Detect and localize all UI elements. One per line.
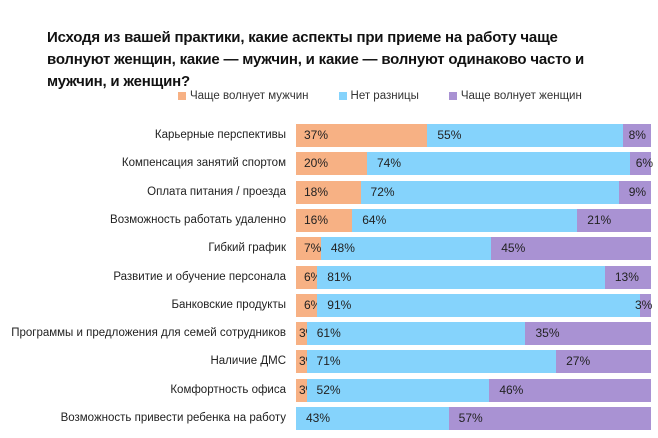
data-label-men: 37% — [304, 128, 329, 142]
data-label-women: 9% — [628, 184, 647, 199]
data-label-women: 57% — [458, 411, 483, 425]
category-label: Банковские продукты — [171, 298, 286, 311]
data-label-no-difference: 71% — [316, 354, 341, 369]
legend-item-men: Чаще волнует мужчин — [178, 90, 309, 102]
data-label-no-difference: 43% — [306, 411, 331, 425]
data-label-women: 3% — [635, 297, 653, 312]
data-label-women: 45% — [501, 241, 526, 256]
category-label: Возможность привести ребенка на работу — [60, 412, 286, 424]
data-label-no-difference: 52% — [316, 382, 341, 397]
data-label-men: 7% — [304, 241, 322, 256]
legend-label-men: Чаще волнует мужчин — [190, 90, 309, 102]
data-label-no-difference: 74% — [377, 156, 402, 171]
data-label-no-difference: 55% — [437, 128, 462, 142]
data-label-no-difference: 48% — [330, 241, 355, 256]
bar-segment-no-difference — [306, 350, 557, 374]
bar-segment-men — [296, 265, 318, 289]
bar-segment-women — [525, 322, 651, 346]
bar-segment-no-difference — [352, 208, 578, 232]
chart-title: Исходя из вашей практики, какие аспекты … — [47, 29, 585, 90]
legend-item-women: Чаще волнует женщин — [448, 90, 582, 102]
bar-segment-men — [296, 152, 367, 176]
bar-segment-women — [618, 180, 651, 204]
bar-row: 7% 48% 45% — [296, 237, 651, 261]
data-label-women: 35% — [535, 326, 560, 341]
legend-swatch-no-difference — [338, 92, 347, 100]
data-label-women: 27% — [566, 354, 591, 369]
data-label-no-difference: 72% — [370, 184, 395, 199]
data-label-women: 21% — [587, 212, 612, 227]
category-label: Возможность работать удаленно — [110, 213, 286, 226]
bar-segment-no-difference — [427, 124, 623, 147]
category-label: Развитие и обучение персонала — [113, 270, 286, 283]
legend-swatch-women — [448, 92, 457, 100]
data-label-men: 18% — [304, 184, 329, 199]
bar-segment-men — [296, 208, 353, 232]
bar-row: 3%61%35% — [296, 322, 651, 346]
bar-row: 16% 64% 21% — [296, 208, 651, 232]
legend-label-no-difference: Нет разницы — [350, 90, 419, 102]
data-label-women: 6% — [635, 156, 654, 171]
data-label-women: 8% — [628, 128, 646, 142]
bar-segment-no-difference — [320, 237, 492, 261]
bar-segment-no-difference — [367, 152, 630, 176]
legend-swatch-men — [178, 92, 186, 100]
bar-segment-men — [296, 180, 361, 204]
data-label-men: 6% — [304, 297, 322, 312]
legend-label-women: Чаще волнует женщин — [460, 90, 582, 102]
data-label-no-difference: 61% — [316, 326, 341, 341]
data-label-women: 46% — [499, 382, 524, 397]
legend: Чаще волнует мужчин Нет разницы Чаще вол… — [178, 90, 612, 102]
bar-segment-no-difference — [360, 180, 619, 204]
data-label-women: 13% — [614, 269, 639, 284]
bar-segment-women — [489, 378, 651, 402]
bar-segment-men — [296, 124, 428, 147]
bar-segment-women — [448, 407, 651, 430]
bar-row: 43% 57% — [296, 407, 651, 430]
category-label: Гибкий график — [208, 242, 286, 255]
bar-row: 20% 74% 6% — [296, 152, 654, 176]
bar-segment-no-difference — [306, 378, 490, 402]
data-label-men: 16% — [304, 212, 329, 227]
bar-segment-no-difference — [306, 322, 526, 346]
bar-row: 3%71%27% — [296, 350, 651, 374]
bar-segment-women — [622, 124, 651, 147]
bar-segment-no-difference — [317, 293, 641, 317]
category-label: Программы и предложения для семей сотруд… — [11, 327, 286, 340]
bar-segment-men — [296, 378, 307, 402]
bar-segment-men — [296, 350, 307, 374]
bar-row: 37% 55% 8% — [296, 124, 651, 147]
bar-row: 18% 72% 9% — [296, 180, 651, 204]
bar-segment-men — [296, 322, 307, 346]
category-label: Оплата питания / проезда — [147, 185, 286, 198]
bar-segment-women — [556, 350, 651, 374]
bar-row: 6% 91% 3% — [296, 293, 653, 317]
data-label-no-difference: 91% — [327, 297, 352, 312]
data-label-men: 6% — [304, 269, 322, 284]
data-label-no-difference: 64% — [362, 212, 387, 227]
bar-segment-women — [604, 265, 651, 289]
bar-segment-men — [296, 293, 318, 317]
bar-segment-women — [491, 237, 651, 261]
data-label-no-difference: 81% — [327, 269, 352, 284]
bar-segment-no-difference — [317, 265, 605, 289]
bar-segment-women — [577, 208, 651, 232]
bar-row: 6% 81% 13% — [296, 265, 651, 289]
category-label: Компенсация занятий спортом — [121, 157, 286, 170]
bar-segment-men — [296, 237, 321, 261]
category-label: Наличие ДМС — [210, 355, 286, 368]
bar-segment-women — [629, 152, 651, 176]
data-label-men: 20% — [304, 156, 329, 171]
bar-segment-women — [640, 293, 651, 317]
bar-row: 3%52%46% — [296, 378, 651, 402]
category-label: Комфортность офиса — [170, 383, 286, 396]
legend-item-no-difference: Нет разницы — [338, 90, 419, 102]
category-label: Карьерные перспективы — [154, 129, 286, 141]
bar-segment-no-difference — [296, 407, 449, 430]
